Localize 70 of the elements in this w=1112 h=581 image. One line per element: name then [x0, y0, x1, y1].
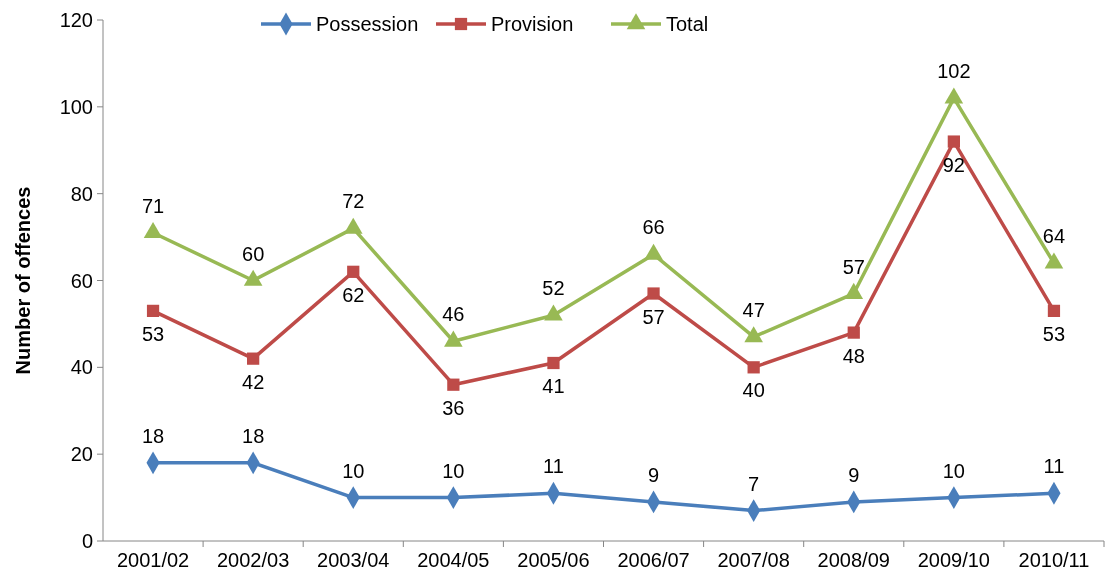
point — [347, 265, 360, 278]
data-label: 64 — [1042, 225, 1066, 248]
data-label: 53 — [1042, 322, 1066, 345]
data-label: 46 — [442, 303, 465, 326]
data-label: 72 — [342, 190, 365, 213]
x-tick-label: 2005/06 — [517, 549, 590, 571]
data-label: 41 — [542, 374, 565, 397]
data-label: 57 — [642, 305, 665, 328]
point — [143, 222, 163, 239]
x-tick-label: 2008/09 — [817, 549, 890, 571]
data-label: 52 — [542, 277, 565, 300]
x-tick-label: 2003/04 — [317, 549, 390, 571]
point — [544, 304, 563, 321]
point — [644, 243, 663, 260]
point — [647, 287, 660, 300]
data-label: 47 — [742, 298, 765, 321]
data-label: 9 — [647, 463, 660, 486]
data-label: 18 — [242, 424, 265, 447]
data-label: 53 — [141, 322, 165, 345]
data-label: 66 — [642, 216, 665, 239]
data-label: 18 — [141, 424, 165, 447]
data-label: 71 — [141, 194, 165, 217]
y-tick-label: 80 — [70, 182, 93, 205]
data-label: 36 — [442, 396, 465, 419]
y-tick-label: 60 — [70, 269, 93, 292]
point — [1044, 252, 1064, 269]
point — [447, 378, 460, 391]
x-tick-label: 2006/07 — [617, 549, 690, 571]
x-tick-label: 2009/10 — [917, 549, 990, 571]
data-label: 10 — [942, 459, 965, 482]
data-label: 48 — [842, 344, 865, 367]
point — [547, 356, 560, 370]
x-tick-label: 2007/08 — [717, 549, 790, 571]
point — [944, 87, 964, 104]
data-label: 42 — [242, 370, 265, 393]
data-label: 11 — [1043, 455, 1065, 478]
point — [844, 282, 864, 299]
data-label: 10 — [342, 459, 365, 482]
data-label: 60 — [242, 242, 265, 265]
y-axis-title: Number of offences — [12, 186, 34, 375]
x-tick-label: 2001/02 — [116, 549, 190, 571]
legend-label: Provision — [491, 13, 574, 35]
y-tick-label: 100 — [59, 95, 93, 118]
point — [847, 326, 860, 339]
x-tick-label: 2002/03 — [217, 549, 290, 571]
data-label: 57 — [842, 255, 865, 278]
data-label: 92 — [942, 153, 965, 176]
x-tick-label: 2010/11 — [1018, 549, 1090, 571]
point — [243, 269, 263, 286]
data-label: 40 — [742, 379, 765, 402]
y-tick-label: 120 — [59, 9, 93, 31]
point — [747, 361, 760, 374]
data-label: 62 — [342, 283, 365, 306]
y-tick-label: 20 — [70, 443, 93, 466]
point — [1047, 304, 1061, 318]
x-tick-label: 2004/05 — [417, 549, 490, 571]
y-tick-label: 40 — [70, 356, 93, 379]
point — [247, 352, 260, 365]
data-label: 10 — [442, 459, 465, 482]
data-label: 102 — [937, 60, 971, 83]
legend-label: Total — [666, 13, 709, 35]
data-label: 9 — [848, 463, 860, 486]
point — [343, 217, 363, 234]
y-tick-label: 0 — [81, 530, 93, 552]
data-label: 11 — [543, 455, 564, 478]
point — [744, 326, 763, 343]
point — [444, 330, 463, 347]
point — [146, 304, 160, 318]
legend-label: Possession — [316, 13, 419, 35]
data-label: 7 — [748, 472, 760, 495]
